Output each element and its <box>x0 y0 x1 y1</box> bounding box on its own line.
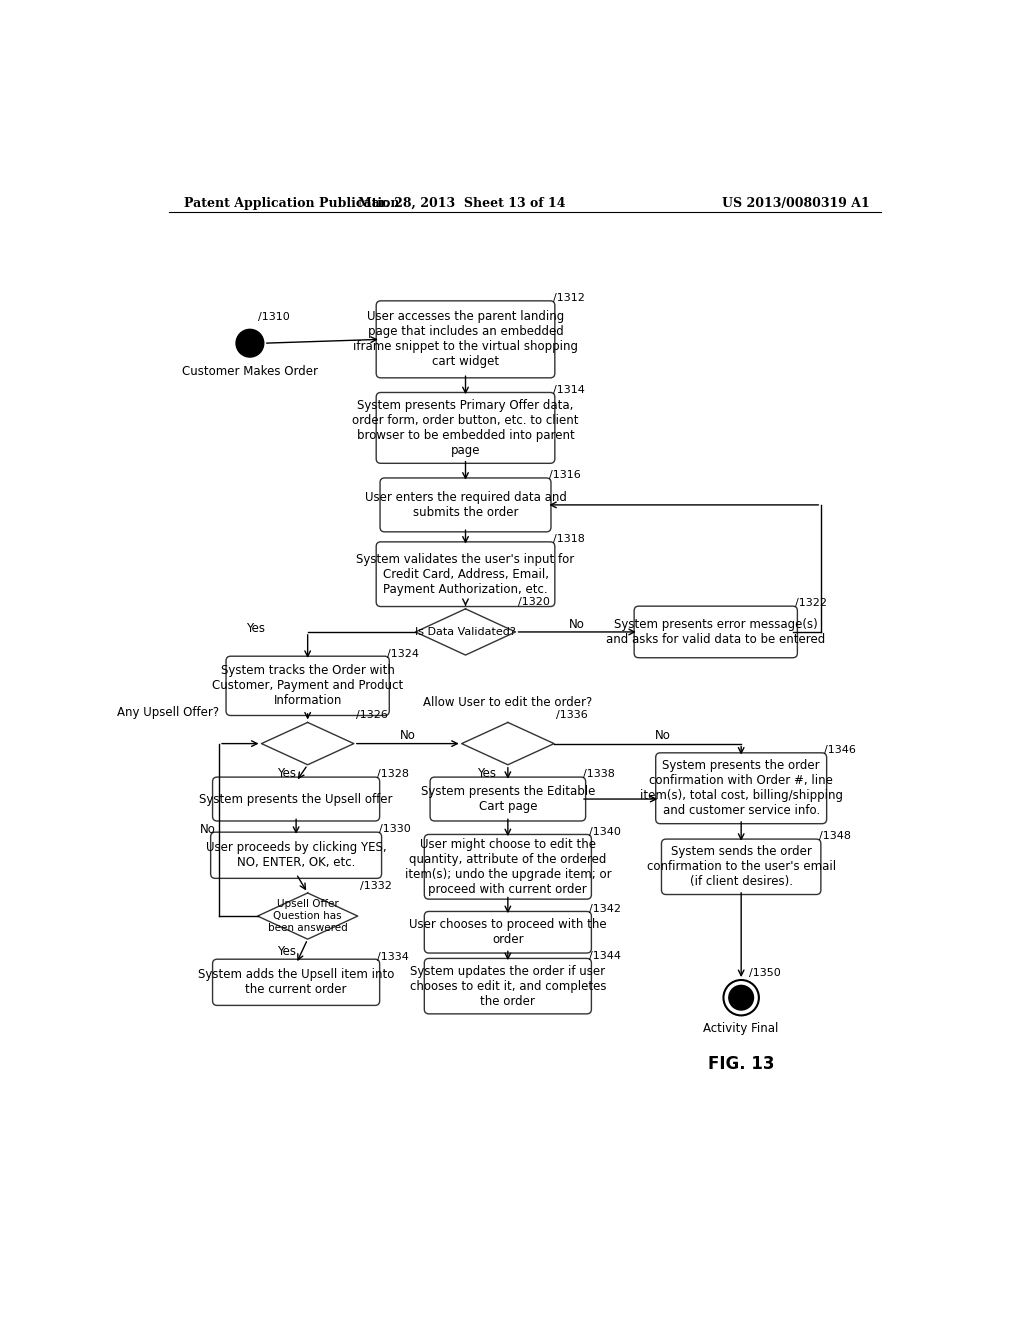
Text: No: No <box>569 618 585 631</box>
Text: /1310: /1310 <box>258 312 290 322</box>
Text: /1344: /1344 <box>589 950 622 961</box>
Text: /1338: /1338 <box>584 770 615 779</box>
Text: US 2013/0080319 A1: US 2013/0080319 A1 <box>722 197 869 210</box>
Text: System presents error message(s)
and asks for valid data to be entered: System presents error message(s) and ask… <box>606 618 825 645</box>
Text: System presents the order
confirmation with Order #, line
item(s), total cost, b: System presents the order confirmation w… <box>640 759 843 817</box>
Polygon shape <box>258 892 357 940</box>
Text: /1334: /1334 <box>378 952 410 961</box>
Text: FIG. 13: FIG. 13 <box>708 1056 774 1073</box>
Text: /1322: /1322 <box>795 598 827 609</box>
Text: Yes: Yes <box>247 622 265 635</box>
Text: System presents the Editable
Cart page: System presents the Editable Cart page <box>421 785 595 813</box>
Text: No: No <box>655 730 671 742</box>
Polygon shape <box>416 609 515 655</box>
Text: /1324: /1324 <box>387 648 419 659</box>
FancyBboxPatch shape <box>226 656 389 715</box>
Text: Is Data Validated?: Is Data Validated? <box>415 627 516 638</box>
FancyBboxPatch shape <box>424 834 592 899</box>
Text: Yes: Yes <box>278 945 296 958</box>
FancyBboxPatch shape <box>655 752 826 824</box>
Text: System updates the order if user
chooses to edit it, and completes
the order: System updates the order if user chooses… <box>410 965 606 1007</box>
Text: System presents Primary Offer data,
order form, order button, etc. to client
bro: System presents Primary Offer data, orde… <box>352 399 579 457</box>
Text: /1346: /1346 <box>824 746 856 755</box>
Text: Upsell Offer
Question has
been answered: Upsell Offer Question has been answered <box>268 899 347 933</box>
Text: /1332: /1332 <box>360 880 392 891</box>
FancyBboxPatch shape <box>380 478 551 532</box>
FancyBboxPatch shape <box>430 777 586 821</box>
Text: Allow User to edit the order?: Allow User to edit the order? <box>423 696 593 709</box>
FancyBboxPatch shape <box>424 911 592 953</box>
FancyBboxPatch shape <box>376 543 555 607</box>
FancyBboxPatch shape <box>376 301 555 378</box>
Polygon shape <box>261 722 354 764</box>
Text: User accesses the parent landing
page that includes an embedded
iframe snippet t: User accesses the parent landing page th… <box>353 310 578 368</box>
Text: /1348: /1348 <box>818 832 851 841</box>
FancyBboxPatch shape <box>662 840 821 895</box>
Circle shape <box>729 985 754 1010</box>
Text: User might choose to edit the
quantity, attribute of the ordered
item(s); undo t: User might choose to edit the quantity, … <box>404 838 611 896</box>
Text: /1320: /1320 <box>518 597 550 607</box>
Text: /1316: /1316 <box>549 470 581 480</box>
Text: Customer Makes Order: Customer Makes Order <box>182 364 317 378</box>
Text: System tracks the Order with
Customer, Payment and Product
Information: System tracks the Order with Customer, P… <box>212 664 403 708</box>
Text: Yes: Yes <box>477 767 497 780</box>
FancyBboxPatch shape <box>376 392 555 463</box>
FancyBboxPatch shape <box>424 958 592 1014</box>
Text: System adds the Upsell item into
the current order: System adds the Upsell item into the cur… <box>198 969 394 997</box>
Text: /1318: /1318 <box>553 535 585 544</box>
Text: No: No <box>399 730 416 742</box>
Text: /1336: /1336 <box>556 710 588 721</box>
Text: Any Upsell Offer?: Any Upsell Offer? <box>117 706 219 718</box>
Text: System presents the Upsell offer: System presents the Upsell offer <box>200 792 393 805</box>
Text: Patent Application Publication: Patent Application Publication <box>184 197 400 210</box>
FancyBboxPatch shape <box>213 960 380 1006</box>
Text: User chooses to proceed with the
order: User chooses to proceed with the order <box>409 919 606 946</box>
Text: /1340: /1340 <box>589 826 621 837</box>
Text: /1330: /1330 <box>379 825 411 834</box>
FancyBboxPatch shape <box>211 832 382 878</box>
Text: /1328: /1328 <box>378 770 410 779</box>
Text: User enters the required data and
submits the order: User enters the required data and submit… <box>365 491 566 519</box>
Text: /1314: /1314 <box>553 385 585 395</box>
Polygon shape <box>462 722 554 764</box>
FancyBboxPatch shape <box>213 777 380 821</box>
Text: User proceeds by clicking YES,
NO, ENTER, OK, etc.: User proceeds by clicking YES, NO, ENTER… <box>206 841 386 870</box>
Text: System validates the user's input for
Credit Card, Address, Email,
Payment Autho: System validates the user's input for Cr… <box>356 553 574 595</box>
Text: System sends the order
confirmation to the user's email
(if client desires).: System sends the order confirmation to t… <box>646 845 836 888</box>
Text: /1342: /1342 <box>589 904 622 913</box>
Text: /1326: /1326 <box>356 710 388 721</box>
FancyBboxPatch shape <box>634 606 798 657</box>
Text: Yes: Yes <box>278 767 296 780</box>
Circle shape <box>237 330 264 358</box>
Text: No: No <box>200 824 215 837</box>
Text: Mar. 28, 2013  Sheet 13 of 14: Mar. 28, 2013 Sheet 13 of 14 <box>358 197 565 210</box>
Text: Activity Final: Activity Final <box>703 1022 779 1035</box>
Text: /1350: /1350 <box>749 968 780 978</box>
Text: /1312: /1312 <box>553 293 585 304</box>
